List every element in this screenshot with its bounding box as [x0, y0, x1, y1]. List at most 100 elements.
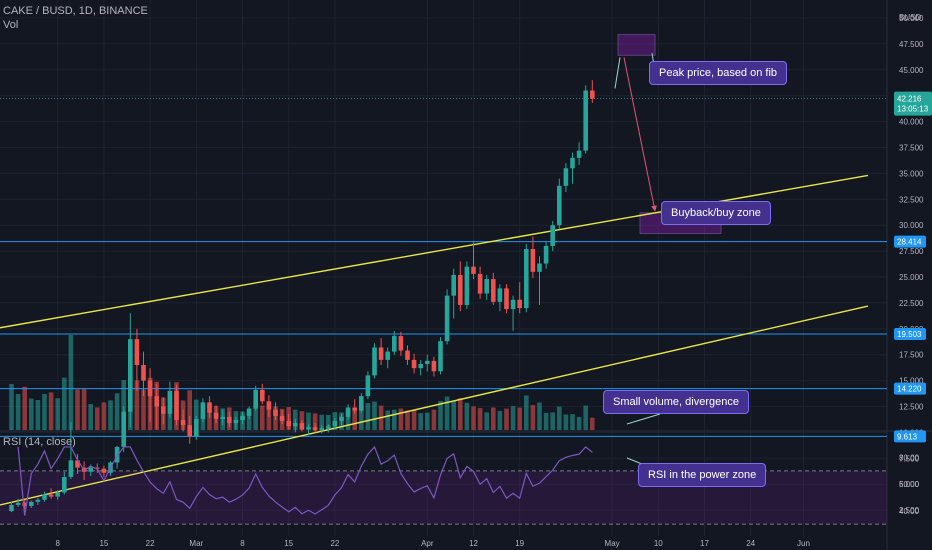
- volume-bar: [359, 407, 364, 430]
- level-tag-label: 9.613: [897, 432, 918, 441]
- price-tick-label: 27.500: [899, 247, 924, 256]
- volume-bar: [326, 414, 331, 430]
- volume-label[interactable]: Vol: [3, 19, 19, 31]
- candle-body: [570, 157, 575, 169]
- candle-body: [207, 402, 212, 413]
- candle-body: [557, 185, 562, 226]
- volume-note[interactable]: Small volume, divergence: [603, 390, 749, 414]
- candle-body: [200, 402, 206, 419]
- candle-body: [385, 351, 390, 360]
- price-tick-label: 7.500: [899, 454, 920, 463]
- volume-bar: [510, 406, 516, 430]
- volume-bar: [62, 377, 67, 430]
- peak-to-zone-arrow: [623, 57, 657, 212]
- volume-bar: [451, 401, 456, 430]
- volume-bar: [365, 403, 371, 430]
- candle-body: [418, 364, 423, 369]
- time-tick-label: 17: [700, 539, 709, 548]
- candle-body: [312, 427, 318, 431]
- candle-body: [240, 415, 245, 420]
- volume-bar: [557, 406, 562, 430]
- volume-bar: [9, 384, 14, 430]
- volume-bar: [491, 407, 496, 430]
- candlesticks[interactable]: [9, 80, 595, 513]
- volume-bar: [570, 414, 575, 430]
- candle-body: [174, 390, 179, 420]
- volume-bar: [101, 402, 107, 430]
- candle-body: [517, 299, 522, 309]
- price-tick-label: 40.000: [899, 118, 924, 127]
- volume-bar: [543, 412, 549, 430]
- volume-bar: [563, 414, 569, 430]
- price-tick-label: 17.500: [899, 351, 924, 360]
- level-tag: [894, 327, 926, 340]
- price-tick-label: 37.500: [899, 144, 924, 153]
- time-tick-label: 22: [146, 539, 155, 548]
- volume-bar: [134, 380, 140, 430]
- candle-body: [477, 273, 483, 294]
- countdown-label: 13:05:13: [897, 105, 929, 114]
- time-tick-label: 24: [746, 539, 755, 548]
- candle-body: [42, 494, 47, 500]
- buyback-note[interactable]: Buyback/buy zone: [661, 201, 771, 225]
- candle-body: [273, 409, 278, 416]
- candle-body: [339, 416, 344, 422]
- candle-body: [458, 274, 463, 305]
- volume-bar: [583, 405, 588, 430]
- time-tick-label: 8: [240, 539, 245, 548]
- current-price-tag: [894, 91, 932, 116]
- candle-body: [431, 360, 437, 372]
- candle-body: [524, 249, 529, 309]
- candle-body: [62, 476, 67, 493]
- price-tick-label: 45.000: [899, 66, 924, 75]
- candle-body: [266, 401, 272, 410]
- time-tick-label: May: [605, 539, 620, 548]
- candle-body: [563, 168, 569, 186]
- volume-bar: [22, 386, 27, 430]
- time-tick-label: Mar: [189, 539, 203, 548]
- volume-bar: [425, 412, 430, 430]
- candle-body: [22, 502, 27, 506]
- rsi-tick-label: 40.00: [899, 507, 920, 516]
- level-tag: [894, 430, 926, 443]
- level-tag-label: 14.220: [897, 385, 922, 394]
- candle-body: [576, 150, 582, 158]
- time-tick-label: 15: [99, 539, 108, 548]
- candle-body: [233, 419, 239, 424]
- peak-note[interactable]: Peak price, based on fib: [649, 61, 788, 85]
- volume-bar: [81, 389, 87, 430]
- axes: BUSD50.00047.50045.00042.50040.00037.500…: [55, 13, 932, 548]
- volume-bar: [385, 410, 390, 430]
- candle-body: [530, 249, 536, 272]
- price-tick-label: 25.000: [899, 273, 924, 282]
- volume-pointer-line: [626, 413, 661, 425]
- volume-bar: [550, 412, 555, 430]
- volume-bar: [471, 406, 476, 430]
- candle-body: [246, 408, 252, 416]
- price-tick-label: 47.500: [899, 40, 924, 49]
- candle-body: [444, 295, 450, 342]
- candle-body: [378, 347, 384, 360]
- candle-body: [88, 467, 93, 472]
- candle-body: [299, 423, 305, 430]
- volume-bar: [95, 407, 100, 430]
- volume-bar: [530, 405, 536, 430]
- candle-body: [484, 279, 489, 294]
- volume-bar: [438, 401, 443, 430]
- candle-body: [29, 501, 34, 506]
- volume-bar: [576, 416, 582, 430]
- candle-body: [583, 90, 588, 151]
- candle-body: [48, 494, 54, 497]
- volume-bar: [464, 402, 470, 430]
- candle-body: [405, 350, 410, 360]
- rsi-label[interactable]: RSI (14, close): [3, 436, 76, 448]
- upper-trendline: [0, 174, 869, 329]
- candle-body: [253, 389, 258, 409]
- symbol-title[interactable]: CAKE / BUSD, 1D, BINANCE: [3, 5, 148, 17]
- volume-bar: [590, 417, 595, 430]
- candle-body: [550, 225, 555, 246]
- level-tag-label: 19.503: [897, 330, 922, 339]
- rsi-note[interactable]: RSI in the power zone: [638, 463, 767, 487]
